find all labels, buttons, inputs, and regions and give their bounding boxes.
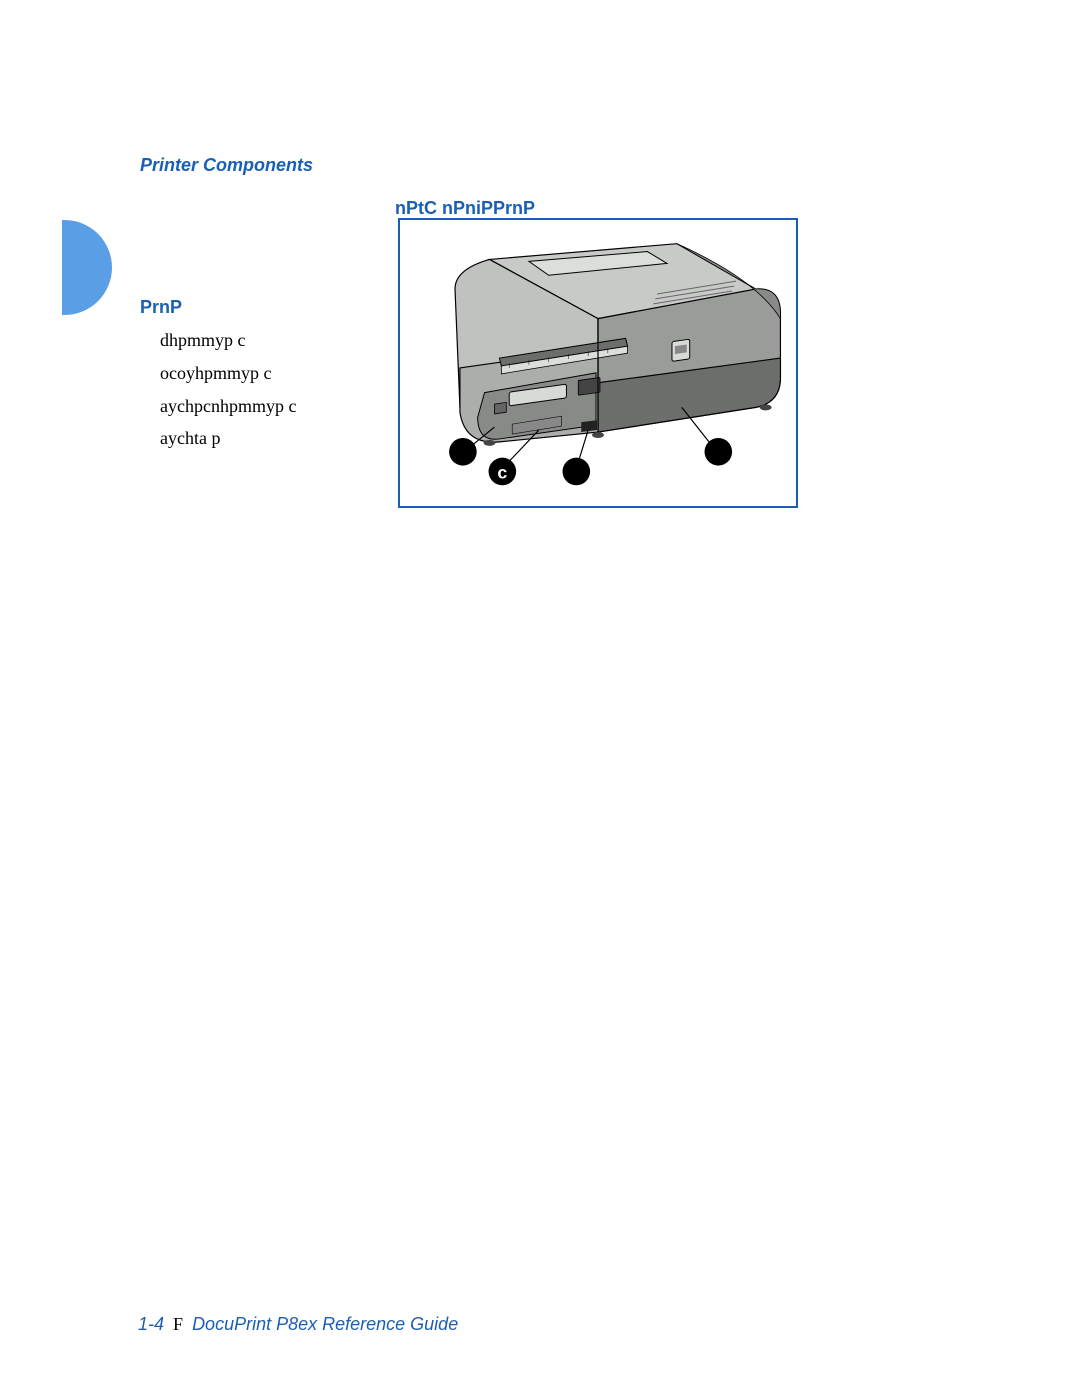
list-item: aychta p (160, 424, 296, 453)
callout-circle: c (489, 458, 517, 486)
chapter-tab (62, 220, 112, 315)
list-item: aychpcnhpmmyp c (160, 392, 296, 421)
callout-circle (449, 438, 477, 466)
figure-title: nPtC nPniPPrnP (395, 198, 535, 219)
callout-label: c (497, 462, 507, 482)
doc-title: DocuPrint P8ex Reference Guide (192, 1314, 458, 1334)
printer-drawing (455, 244, 780, 446)
list-item: dhpmmyp c (160, 326, 296, 355)
callout-circle (705, 438, 733, 466)
component-list: dhpmmyp c ocoyhpmmyp c aychpcnhpmmyp c a… (160, 326, 296, 457)
page: Printer Components nPtC nPniPPrnP PrnP d… (0, 0, 1080, 1397)
side-title: PrnP (140, 297, 182, 318)
page-number: 1-4 (138, 1314, 164, 1334)
callout-circle (562, 458, 590, 486)
footer-separator: F (173, 1314, 183, 1334)
page-footer: 1-4 F DocuPrint P8ex Reference Guide (138, 1314, 458, 1335)
list-item: ocoyhpmmyp c (160, 359, 296, 388)
section-header: Printer Components (140, 155, 313, 176)
printer-figure: c (398, 218, 798, 508)
